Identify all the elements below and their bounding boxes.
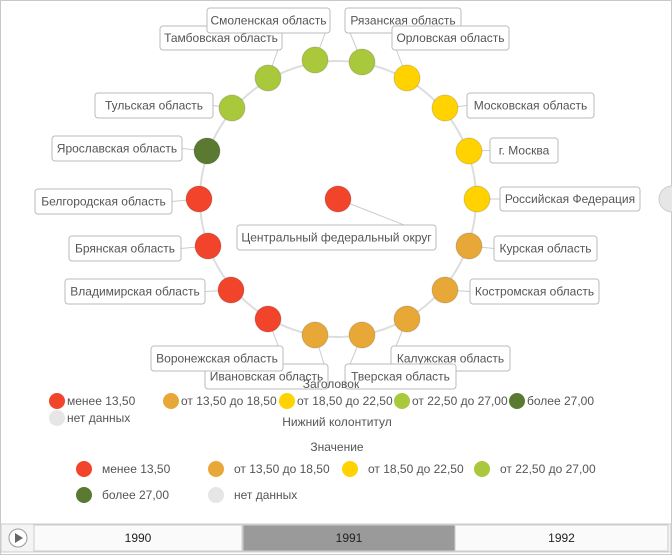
legend-footer: Нижний колонтитул: [282, 415, 392, 429]
node[interactable]: [194, 232, 222, 260]
legend-label: нет данных: [67, 411, 130, 425]
legend-label: от 22,50 до 27,00: [412, 394, 508, 408]
node-label: Курская область: [500, 242, 592, 256]
legend-title: Значение: [310, 440, 364, 454]
node-label: Смоленская область: [210, 14, 326, 28]
callout: [493, 235, 598, 262]
node[interactable]: [301, 321, 329, 349]
node-label: Тамбовская область: [164, 31, 278, 45]
node[interactable]: [193, 137, 221, 165]
legend-swatch: [76, 461, 92, 477]
callout: [64, 278, 206, 305]
node[interactable]: [348, 321, 376, 349]
parent-node[interactable]: [658, 185, 672, 213]
legend-swatch: [76, 487, 92, 503]
timeline-year: 1991: [336, 531, 363, 545]
legend-swatch: [163, 393, 179, 409]
node[interactable]: [254, 64, 282, 92]
node-label: Владимирская область: [70, 285, 199, 299]
legend-label: от 18,50 до 22,50: [297, 394, 393, 408]
node-label: Рязанская область: [350, 14, 455, 28]
timeline-cell[interactable]: [33, 524, 243, 552]
node[interactable]: [393, 305, 421, 333]
legend-label: менее 13,50: [102, 462, 171, 476]
callout: [489, 137, 559, 164]
legend-label: от 13,50 до 18,50: [234, 462, 330, 476]
node-label: Ярославская область: [57, 142, 177, 156]
node-label: г. Москва: [499, 144, 550, 158]
node[interactable]: [393, 64, 421, 92]
callout: [391, 25, 510, 51]
callout: [499, 186, 641, 212]
node[interactable]: [217, 276, 245, 304]
legend-swatch: [208, 461, 224, 477]
legend-label: от 13,50 до 18,50: [181, 394, 277, 408]
node-label: Тульская область: [105, 99, 203, 113]
node[interactable]: [431, 94, 459, 122]
node-label: Калужская область: [397, 352, 504, 366]
callout: [68, 235, 182, 262]
callout: [34, 188, 173, 215]
legend-title: Заголовок: [303, 377, 360, 391]
legend-label: от 18,50 до 22,50: [368, 462, 464, 476]
node[interactable]: [185, 185, 213, 213]
legend-label: менее 13,50: [67, 394, 136, 408]
legend-swatch: [474, 461, 490, 477]
play-icon: [15, 533, 23, 543]
node[interactable]: [463, 185, 491, 213]
node[interactable]: [431, 276, 459, 304]
callout: [150, 345, 284, 372]
callout: [466, 92, 595, 119]
node-label: Орловская область: [396, 31, 504, 45]
node[interactable]: [348, 48, 376, 76]
callout: [51, 135, 183, 162]
node-label: Центральный федеральный округ: [241, 231, 432, 245]
legend-swatch: [342, 461, 358, 477]
node-label: Московская область: [474, 99, 588, 113]
callout: [236, 224, 437, 251]
callout: [344, 363, 457, 390]
node-label: Брянская область: [75, 242, 175, 256]
node-label: Тверская область: [351, 370, 450, 384]
timeline-cell[interactable]: [242, 524, 456, 552]
legend-label: нет данных: [234, 488, 297, 502]
timeline-cell[interactable]: [454, 524, 669, 552]
node-label: Воронежская область: [156, 352, 278, 366]
node[interactable]: [324, 185, 352, 213]
legend-label: более 27,00: [527, 394, 594, 408]
callout: [469, 278, 600, 305]
callout: [94, 92, 214, 119]
legend-swatch: [279, 393, 295, 409]
node[interactable]: [455, 232, 483, 260]
legend-swatch: [49, 393, 65, 409]
legend-swatch: [49, 410, 65, 426]
node-label: Ивановская область: [210, 370, 324, 384]
legend-label: более 27,00: [102, 488, 169, 502]
legend-swatch: [509, 393, 525, 409]
node[interactable]: [254, 305, 282, 333]
node-label: Белгородская область: [41, 195, 165, 209]
timeline-year: 1990: [125, 531, 152, 545]
callout: [206, 7, 331, 34]
node-label: Костромская область: [475, 285, 594, 299]
node-label: Российская Федерация: [505, 192, 635, 206]
node[interactable]: [218, 94, 246, 122]
node[interactable]: [301, 46, 329, 74]
legend-swatch: [208, 487, 224, 503]
timeline-year: 1992: [548, 531, 575, 545]
node[interactable]: [455, 137, 483, 165]
legend-label: от 22,50 до 27,00: [500, 462, 596, 476]
legend-swatch: [394, 393, 410, 409]
